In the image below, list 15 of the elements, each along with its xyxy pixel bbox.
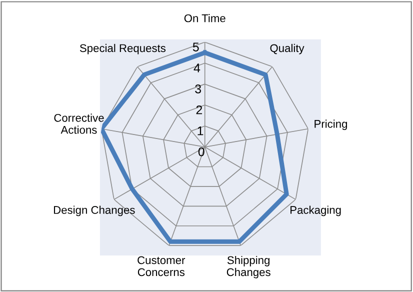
y-tick-label: 0 [198, 147, 204, 156]
spoke-label: Corrective Actions [54, 114, 104, 134]
spoke-label: Pricing [314, 120, 347, 130]
spoke-label: Customer Concerns [138, 256, 186, 276]
spoke-label: Design Changes [54, 206, 135, 216]
spoke-label: Quality [270, 44, 304, 54]
y-tick-label: 5 [192, 42, 199, 52]
y-tick-label: 2 [196, 105, 202, 114]
y-tick-label: 1 [198, 126, 204, 136]
spoke-label: Packaging [290, 206, 341, 216]
y-tick-label: 3 [195, 84, 202, 94]
spoke-label: Special Requests [80, 44, 166, 54]
spoke-label: On Time [184, 14, 226, 22]
y-tick-label: 4 [194, 64, 200, 72]
spoke-label: Shipping Changes [226, 256, 270, 278]
